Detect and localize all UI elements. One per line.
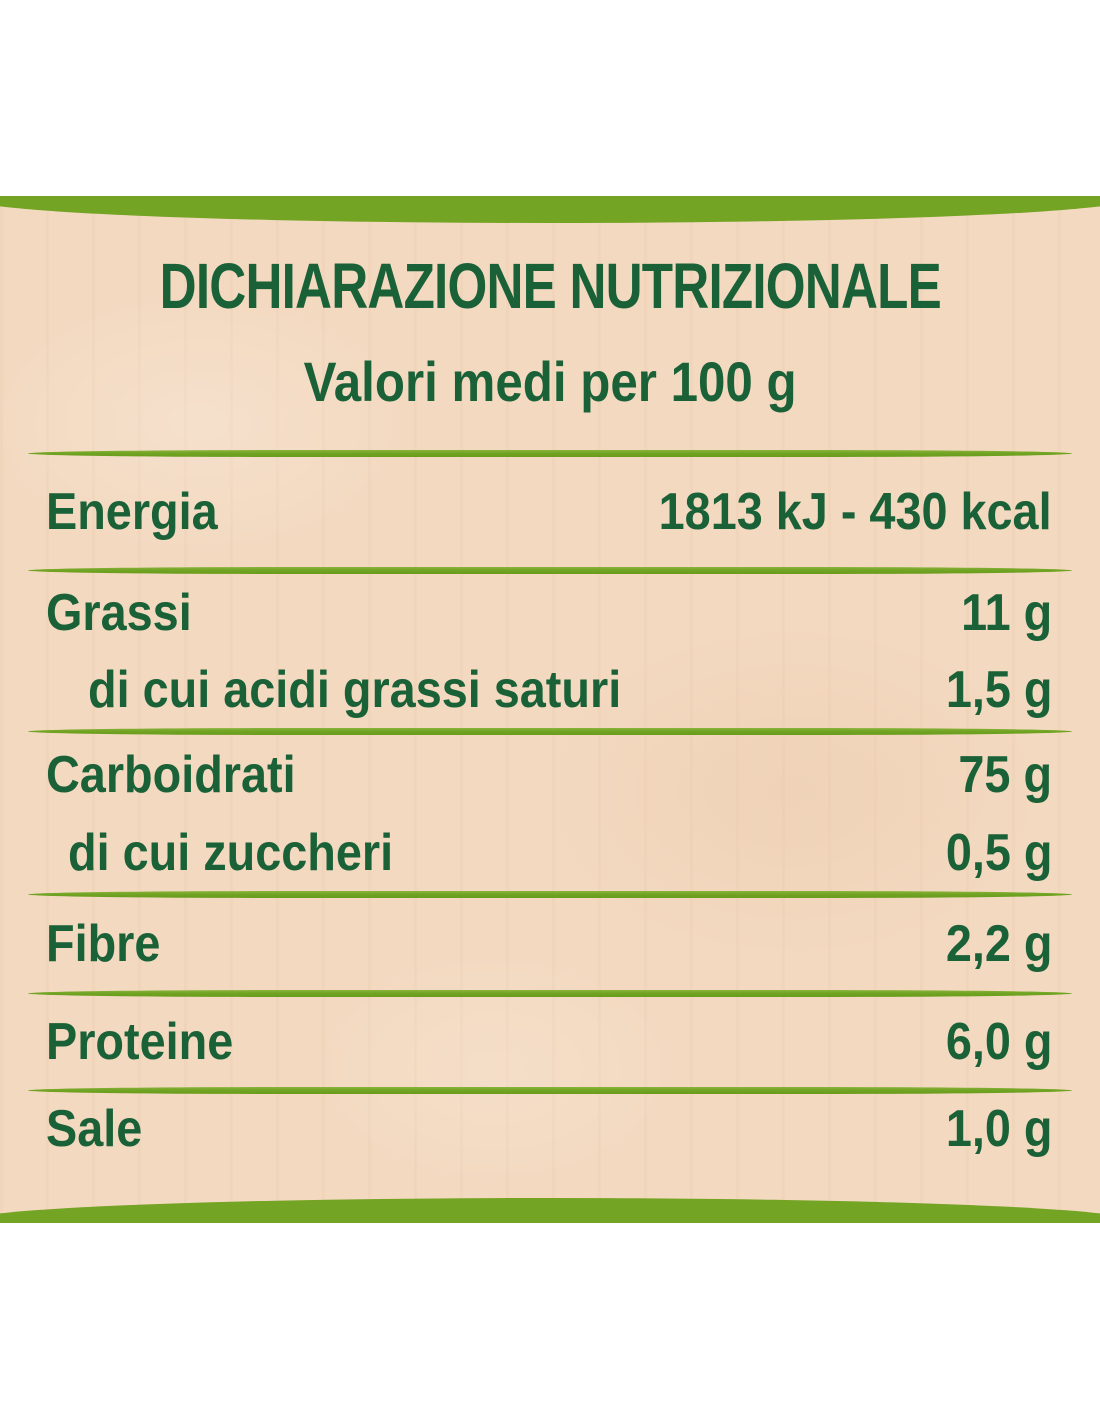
nutrition-panel: DICHIARAZIONE NUTRIZIONALE Valori medi p… xyxy=(0,196,1100,1223)
row-sale: Sale 1,0 g xyxy=(0,1094,1100,1216)
row-value: 1,0 g xyxy=(945,1100,1052,1158)
row-fibre: Fibre 2,2 g xyxy=(0,898,1100,990)
row-grassi-saturi: di cui acidi grassi saturi 1,5 g xyxy=(0,651,1100,728)
row-separator xyxy=(28,1087,1072,1094)
row-separator xyxy=(28,990,1072,997)
row-label: di cui acidi grassi saturi xyxy=(88,660,622,719)
row-value: 75 g xyxy=(958,746,1052,804)
row-label: Fibre xyxy=(46,915,161,973)
row-zuccheri: di cui zuccheri 0,5 g xyxy=(0,815,1100,891)
nutrition-title: DICHIARAZIONE NUTRIZIONALE xyxy=(0,197,1100,321)
row-label: Proteine xyxy=(46,1013,234,1071)
row-grassi: Grassi 11 g xyxy=(0,574,1100,651)
row-label: Carboidrati xyxy=(46,746,296,804)
row-separator xyxy=(28,567,1072,574)
nutrition-subtitle-text: Valori medi per 100 g xyxy=(303,350,797,413)
row-separator xyxy=(28,728,1072,735)
nutrition-title-text: DICHIARAZIONE NUTRIZIONALE xyxy=(159,250,941,322)
row-value: 1813 kJ - 430 kcal xyxy=(659,483,1052,541)
nutrition-subtitle: Valori medi per 100 g xyxy=(0,349,1100,415)
row-separator xyxy=(28,891,1072,898)
row-proteine: Proteine 6,0 g xyxy=(0,997,1100,1087)
row-label: Sale xyxy=(46,1100,143,1158)
row-label: Grassi xyxy=(46,583,192,642)
row-label: di cui zuccheri xyxy=(68,824,394,882)
row-separator xyxy=(28,450,1072,457)
row-label: Energia xyxy=(46,483,218,541)
row-value: 6,0 g xyxy=(945,1013,1052,1071)
row-value: 2,2 g xyxy=(945,915,1052,973)
row-carboidrati: Carboidrati 75 g xyxy=(0,735,1100,815)
row-value: 1,5 g xyxy=(945,660,1052,719)
row-value: 0,5 g xyxy=(945,824,1052,882)
row-value: 11 g xyxy=(960,583,1052,642)
row-energia: Energia 1813 kJ - 430 kcal xyxy=(0,457,1100,567)
bottom-border-bar xyxy=(0,1198,1100,1223)
